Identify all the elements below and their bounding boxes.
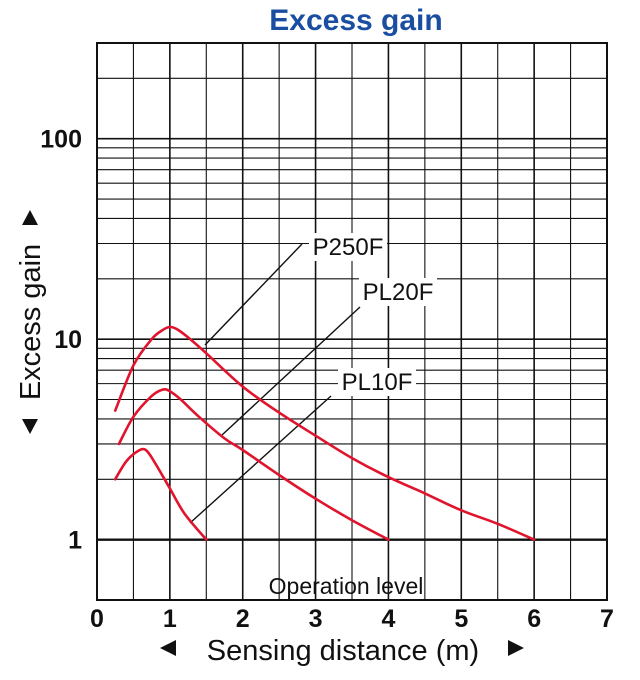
x-tick-label: 6 (527, 605, 541, 633)
y-tick-label: 10 (54, 326, 82, 354)
major-gridlines (96, 42, 608, 601)
x-tick-label: 2 (236, 605, 250, 633)
tick-labels: 0 1 2 3 4 5 6 7 1 10 100 (40, 126, 614, 633)
y-axis-label: Excess gain (15, 244, 47, 400)
chart-title: Excess gain (269, 4, 442, 37)
x-tick-label: 3 (309, 605, 323, 633)
x-tick-label: 1 (163, 605, 177, 633)
series-label: PL10F (342, 369, 413, 396)
leader-lines: P250F PL20F PL10F (189, 233, 437, 524)
x-tick-label: 0 (90, 605, 104, 633)
series-label-background (338, 368, 416, 396)
x-axis-label: Sensing distance (m) (207, 635, 479, 667)
y-tick-label: 1 (68, 527, 82, 555)
series-label: PL20F (363, 279, 434, 306)
plot-frame (96, 42, 608, 601)
y-tick-label: 100 (40, 126, 82, 154)
x-axis-right-arrow-icon (508, 640, 524, 656)
series-label-background (309, 233, 387, 261)
leader-line (204, 243, 303, 346)
minor-gridlines (97, 42, 607, 600)
series-line-pl20f (117, 387, 390, 541)
y-axis-down-arrow-icon (22, 419, 38, 434)
series-label: P250F (313, 234, 384, 261)
series-line-p250f (113, 325, 536, 541)
operation-level-label: Operation level (269, 573, 424, 599)
y-axis-label-group: Excess gain (15, 210, 47, 434)
x-tick-label: 4 (381, 605, 395, 633)
x-tick-label: 5 (454, 605, 468, 633)
leader-line (189, 395, 332, 524)
x-axis-left-arrow-icon (160, 640, 176, 656)
y-axis-up-arrow-icon (22, 210, 38, 225)
x-axis-label-group: Sensing distance (m) (160, 635, 524, 667)
series-label-background (359, 278, 437, 306)
leader-line (221, 306, 361, 436)
series-line-pl10f (113, 447, 208, 541)
x-tick-label: 7 (600, 605, 614, 633)
series-curves (113, 325, 536, 541)
